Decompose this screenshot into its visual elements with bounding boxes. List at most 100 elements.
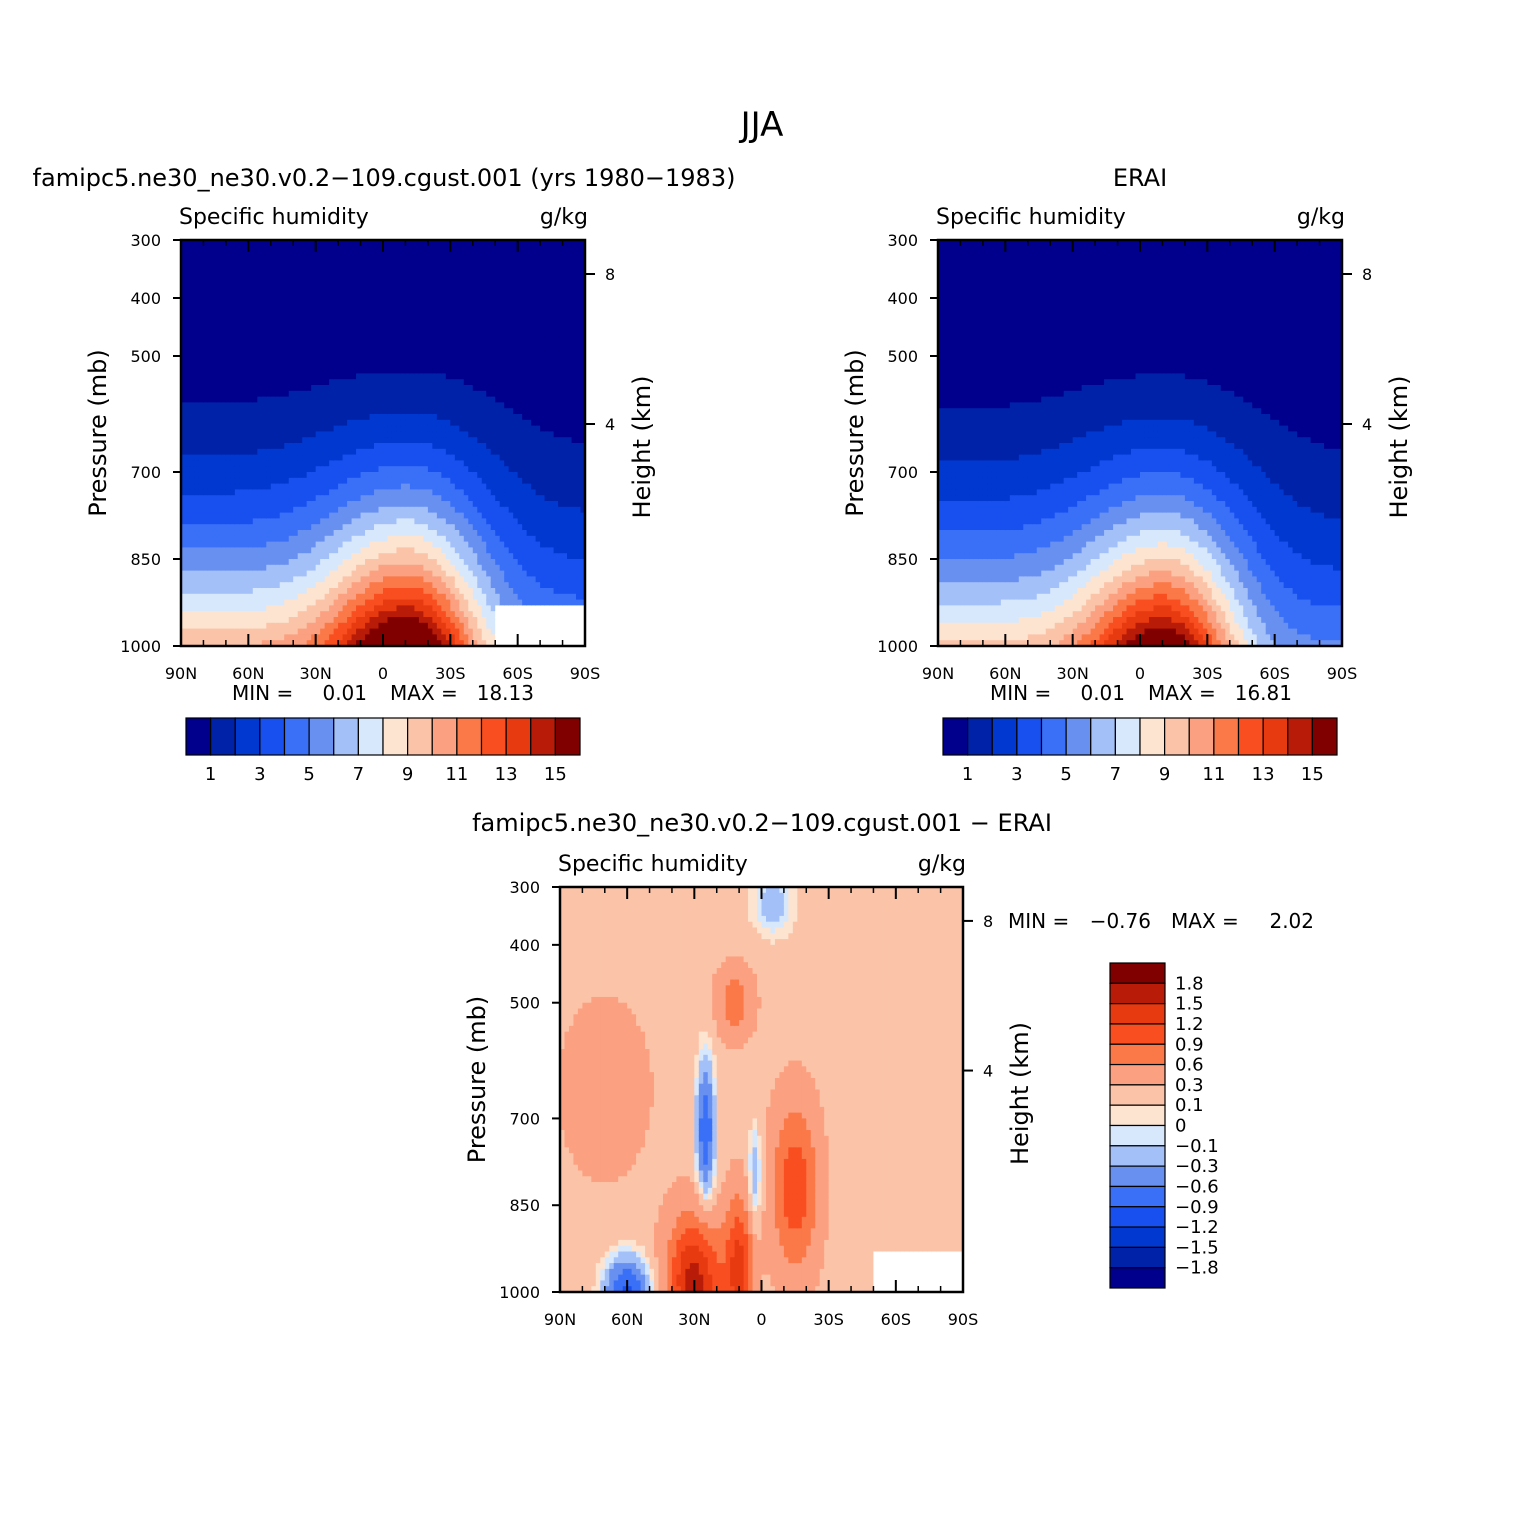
field-cell bbox=[405, 315, 411, 322]
field-cell bbox=[450, 611, 456, 618]
field-cell bbox=[293, 344, 299, 351]
field-cell bbox=[243, 396, 249, 403]
field-cell bbox=[405, 274, 411, 282]
field-cell bbox=[414, 408, 420, 415]
field-cell bbox=[275, 350, 281, 357]
field-cell bbox=[216, 385, 222, 392]
field-cell bbox=[194, 489, 200, 496]
field-cell bbox=[360, 443, 366, 450]
field-cell bbox=[230, 495, 236, 502]
field-cell bbox=[329, 605, 335, 612]
field-cell bbox=[194, 530, 200, 537]
field-cell bbox=[400, 257, 407, 264]
field-cell bbox=[248, 518, 254, 525]
field-cell bbox=[212, 402, 218, 409]
field-cell bbox=[329, 344, 335, 351]
field-cell bbox=[490, 640, 496, 647]
field-cell bbox=[481, 501, 487, 508]
field-cell bbox=[279, 396, 285, 403]
field-cell bbox=[329, 454, 335, 461]
field-cell bbox=[324, 280, 330, 287]
field-cell bbox=[477, 501, 483, 508]
field-cell bbox=[481, 315, 487, 322]
field-cell bbox=[194, 582, 200, 589]
field-cell bbox=[329, 263, 335, 270]
field-cell bbox=[387, 350, 393, 357]
field-cell bbox=[472, 489, 478, 496]
field-cell bbox=[383, 564, 389, 572]
field-cell bbox=[257, 356, 263, 363]
field-cell bbox=[490, 390, 496, 398]
field-cell bbox=[239, 327, 245, 334]
field-cell bbox=[495, 512, 501, 519]
field-cell bbox=[396, 385, 402, 392]
field-cell bbox=[356, 611, 362, 618]
field-cell bbox=[463, 251, 469, 258]
field-cell bbox=[315, 477, 321, 485]
field-cell bbox=[409, 367, 416, 374]
field-cell bbox=[414, 419, 420, 427]
field-cell bbox=[207, 332, 214, 340]
field-cell bbox=[198, 466, 205, 473]
field-cell bbox=[391, 257, 398, 264]
field-cell bbox=[189, 477, 196, 485]
field-cell bbox=[347, 263, 353, 270]
field-cell bbox=[189, 350, 196, 357]
field-cell bbox=[414, 390, 420, 398]
field-cell bbox=[329, 599, 335, 606]
field-cell bbox=[418, 414, 424, 421]
field-cell bbox=[365, 251, 371, 258]
field-cell bbox=[234, 338, 240, 345]
field-cell bbox=[230, 541, 236, 548]
field-cell bbox=[445, 617, 451, 624]
field-cell bbox=[495, 321, 501, 328]
field-cell bbox=[405, 240, 411, 247]
field-cell bbox=[315, 628, 321, 635]
field-cell bbox=[486, 390, 492, 398]
field-cell bbox=[329, 269, 335, 276]
field-cell bbox=[391, 240, 398, 247]
field-cell bbox=[194, 303, 200, 311]
field-cell bbox=[396, 408, 402, 415]
field-cell bbox=[203, 506, 209, 514]
field-cell bbox=[302, 628, 308, 635]
field-cell bbox=[329, 512, 335, 519]
field-cell bbox=[203, 628, 209, 635]
field-cell bbox=[234, 361, 240, 369]
field-cell bbox=[468, 408, 474, 415]
field-cell bbox=[436, 425, 442, 432]
field-cell bbox=[369, 477, 375, 485]
field-cell bbox=[432, 576, 438, 583]
field-cell bbox=[297, 599, 303, 606]
field-cell bbox=[203, 257, 209, 264]
field-cell bbox=[324, 640, 330, 647]
field-cell bbox=[441, 356, 447, 363]
field-cell bbox=[333, 524, 339, 531]
field-cell bbox=[409, 385, 416, 392]
field-cell bbox=[279, 599, 285, 606]
field-cell bbox=[418, 605, 424, 612]
field-cell bbox=[185, 460, 191, 467]
field-cell bbox=[378, 530, 384, 537]
field-cell bbox=[454, 460, 460, 467]
field-cell bbox=[306, 344, 312, 351]
field-cell bbox=[306, 495, 312, 502]
field-cell bbox=[288, 640, 294, 647]
field-cell bbox=[243, 547, 249, 554]
field-cell bbox=[181, 240, 187, 247]
field-cell bbox=[369, 518, 375, 525]
field-cell bbox=[387, 582, 393, 589]
field-cell bbox=[333, 298, 339, 305]
field-cell bbox=[266, 530, 272, 537]
field-cell bbox=[333, 634, 339, 641]
field-cell bbox=[369, 414, 375, 421]
field-cell bbox=[198, 292, 205, 299]
field-cell bbox=[306, 466, 312, 473]
field-cell bbox=[275, 356, 281, 363]
field-cell bbox=[486, 361, 492, 369]
field-cell bbox=[477, 367, 483, 374]
field-cell bbox=[495, 477, 501, 485]
field-cell bbox=[266, 269, 272, 276]
field-cell bbox=[315, 530, 321, 537]
field-cell bbox=[329, 443, 335, 450]
